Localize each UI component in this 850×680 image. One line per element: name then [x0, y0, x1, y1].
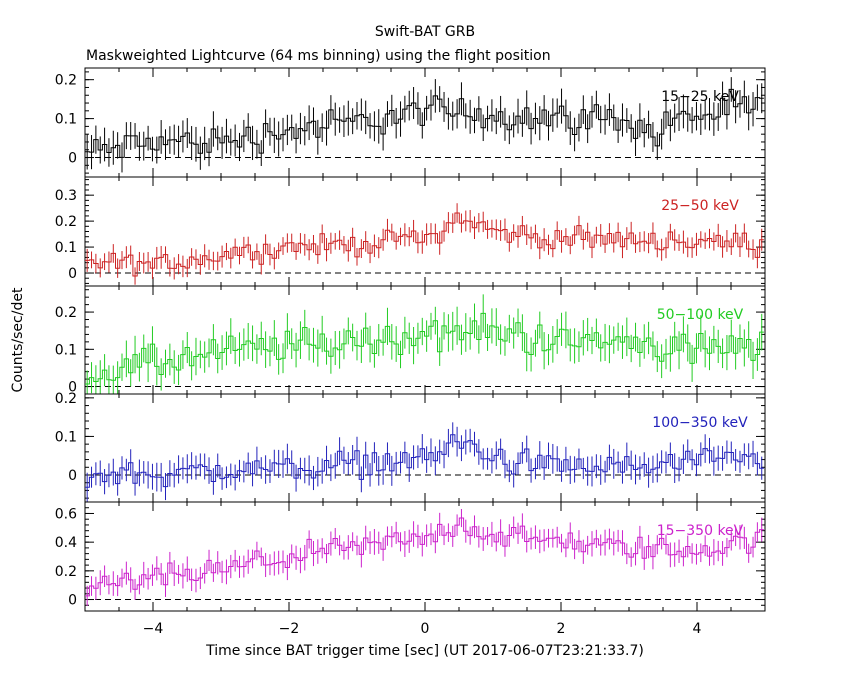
figure-subtitle: Maskweighted Lightcurve (64 ms binning) …: [86, 48, 551, 64]
energy-band-label: 100−350 keV: [652, 415, 748, 431]
y-tick-label: 0: [68, 468, 77, 484]
panel-frame: [84, 393, 766, 503]
y-tick-label: 0.1: [55, 342, 77, 358]
y-tick-label: 0.1: [55, 112, 77, 128]
y-tick-label: 0.1: [55, 240, 77, 256]
series-line: [85, 517, 764, 597]
energy-band-label: 15−25 keV: [661, 89, 739, 105]
x-tick-label: −2: [279, 621, 300, 637]
y-tick-label: 0.2: [55, 73, 77, 89]
y-tick-label: 0.3: [55, 188, 77, 204]
panel-15-25-kev: 0 0.1 0.2 15−25 keV: [55, 67, 766, 178]
y-tick-label: 0: [68, 151, 77, 167]
y-tick-label: 0.2: [55, 391, 77, 407]
x-tick-label: 4: [693, 621, 702, 637]
y-tick-label: 0.6: [55, 506, 77, 522]
energy-band-label: 50−100 keV: [657, 307, 744, 323]
series-line: [85, 434, 764, 488]
panel-50-100-kev: 0 0.1 0.2 50−100 keV: [55, 285, 766, 396]
series-line: [85, 312, 764, 385]
y-tick-label: 0: [68, 380, 77, 396]
y-tick-label: 0.2: [55, 564, 77, 580]
series-line: [85, 212, 764, 277]
x-axis-label: Time since BAT trigger time [sec] (UT 20…: [205, 643, 644, 659]
y-tick-label: 0: [68, 266, 77, 282]
panel-25-50-kev: 0 0.1 0.2 0.3 25−50 keV: [55, 176, 766, 287]
energy-band-label: 15−350 keV: [657, 523, 744, 539]
y-axis-label: Counts/sec/det: [10, 287, 26, 392]
y-tick-label: 0: [68, 593, 77, 609]
y-tick-label: 0.1: [55, 429, 77, 445]
x-tick-label: 0: [421, 621, 430, 637]
y-tick-label: 0.2: [55, 305, 77, 321]
x-tick-label: −4: [143, 621, 164, 637]
y-tick-label: 0.4: [55, 535, 77, 551]
energy-band-label: 25−50 keV: [661, 198, 739, 214]
x-tick-label: 2: [557, 621, 566, 637]
figure-title: Swift-BAT GRB: [375, 24, 475, 40]
series-line: [85, 88, 764, 158]
panel-15-350-kev: 0 0.2 0.4 0.6 15−350 keV: [55, 501, 766, 612]
y-tick-label: 0.2: [55, 214, 77, 230]
panel-100-350-kev: 0 0.1 0.2 100−350 keV: [55, 391, 766, 503]
